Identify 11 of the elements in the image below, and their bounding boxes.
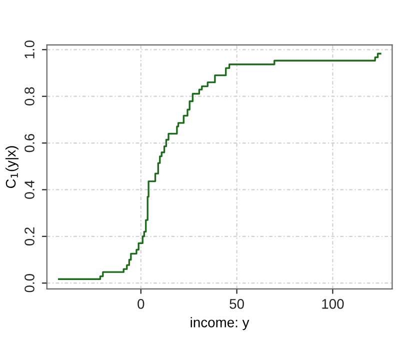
x-tick-label: 50 — [230, 299, 244, 309]
y-tick-label: 0.6 — [24, 134, 34, 152]
y-tick-label: 0.0 — [24, 274, 34, 292]
y-axis-title: C$_{1}$(y|x) — [5, 146, 18, 188]
x-tick-label: 100 — [322, 299, 344, 309]
x-tick-label: 0 — [138, 299, 144, 309]
y-tick-label: 1.0 — [24, 40, 34, 58]
x-axis-title: income: y — [190, 317, 250, 330]
y-tick-label: 0.2 — [24, 227, 34, 246]
y-tick-label: 0.4 — [24, 180, 34, 199]
y-tick-label: 0.8 — [24, 87, 34, 106]
